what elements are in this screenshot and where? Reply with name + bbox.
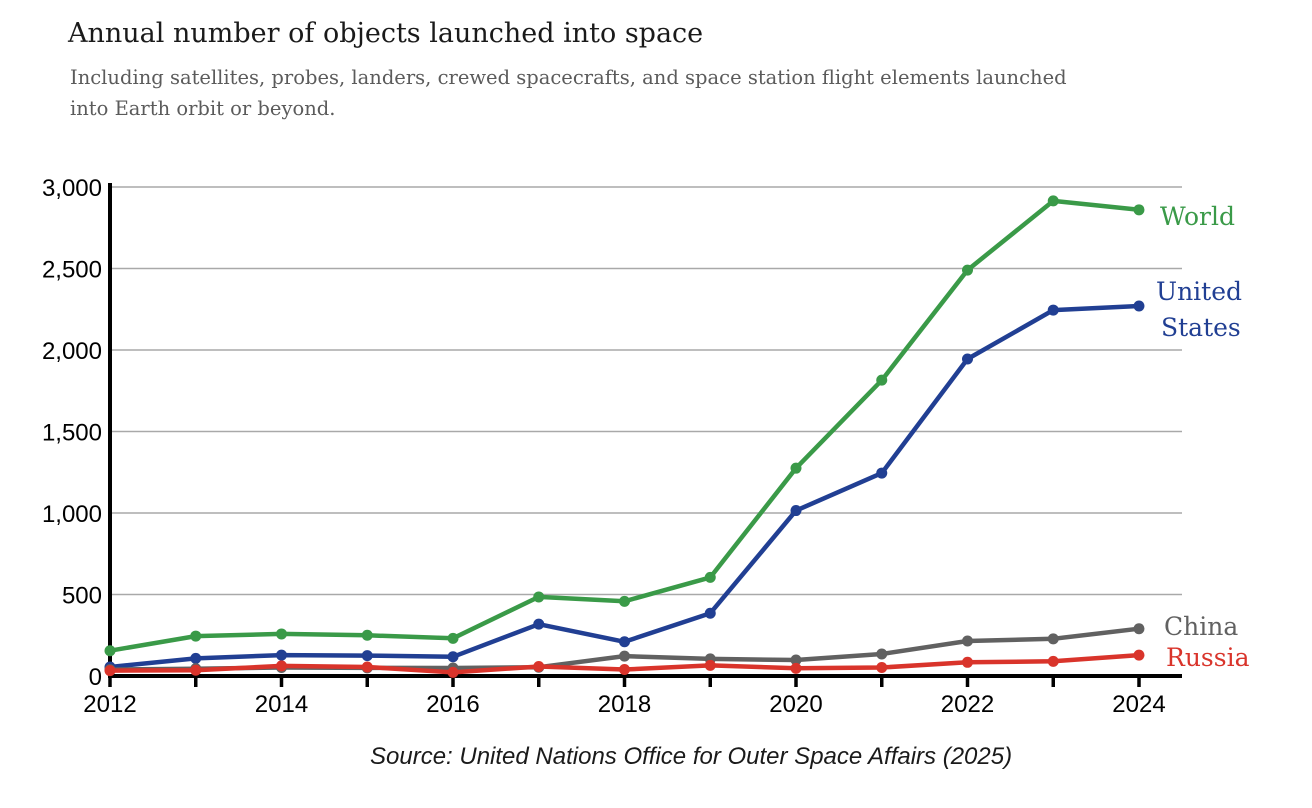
data-point-china-2020 xyxy=(790,654,802,666)
data-point-russia-2016 xyxy=(447,666,459,678)
y-tick-label-1000: 1,000 xyxy=(42,501,102,528)
data-point-china-2023 xyxy=(1047,633,1059,645)
data-point-world-2020 xyxy=(790,462,802,474)
x-tick-label-2022: 2022 xyxy=(941,691,994,718)
data-point-united-states-2017 xyxy=(533,618,545,630)
data-point-china-2022 xyxy=(962,635,973,647)
data-point-world-2015 xyxy=(361,629,373,641)
data-point-world-2017 xyxy=(533,591,545,603)
data-point-united-states-2015 xyxy=(361,650,373,662)
data-point-united-states-2020 xyxy=(790,505,802,517)
data-point-russia-2018 xyxy=(619,663,630,675)
x-tick-label-2020: 2020 xyxy=(769,691,822,718)
chart-subtitle: Including satellites, probes, landers, c… xyxy=(70,66,1067,120)
x-tick-label-2024: 2024 xyxy=(1112,691,1165,718)
chart-title: Annual number of objects launched into s… xyxy=(68,18,704,49)
tick-labels: 0 500 1,000 1,500 2,000 2,500 3,000 2012 2014 201… xyxy=(42,175,1166,718)
data-point-russia-2023 xyxy=(1047,655,1059,667)
data-point-russia-2012 xyxy=(104,665,116,677)
data-point-united-states-2019 xyxy=(704,607,716,619)
data-point-world-2019 xyxy=(704,571,716,583)
source-note: Source: United Nations Office for Outer … xyxy=(370,743,1013,770)
line-chart: 0 500 1,000 1,500 2,000 2,500 3,000 2012 2014 201… xyxy=(42,175,1250,718)
x-tick-label-2018: 2018 xyxy=(598,691,651,718)
data-point-russia-2019 xyxy=(704,659,716,671)
data-point-world-2022 xyxy=(962,264,973,276)
data-point-united-states-2013 xyxy=(190,652,202,664)
data-point-world-2016 xyxy=(447,632,459,644)
series-label-china: China xyxy=(1164,612,1238,641)
data-point-china-2024 xyxy=(1133,623,1145,635)
data-point-russia-2021 xyxy=(876,662,888,674)
data-point-china-2021 xyxy=(876,648,888,660)
y-tick-label-3000: 3,000 xyxy=(42,175,102,202)
y-tick-label-0: 0 xyxy=(89,664,102,691)
y-tick-label-2500: 2,500 xyxy=(42,257,102,284)
y-tick-label-1500: 1,500 xyxy=(42,420,102,447)
data-point-world-2012 xyxy=(104,645,116,657)
data-point-world-2021 xyxy=(876,374,888,386)
data-point-united-states-2016 xyxy=(447,651,459,663)
data-point-world-2024 xyxy=(1133,204,1145,216)
data-point-united-states-2014 xyxy=(276,649,287,661)
series-line-united-states xyxy=(107,303,1142,670)
data-point-russia-2024 xyxy=(1133,649,1145,661)
data-point-united-states-2023 xyxy=(1047,304,1059,316)
data-point-world-2023 xyxy=(1047,195,1059,207)
data-point-china-2018 xyxy=(619,650,630,662)
series-label-united-states: United xyxy=(1156,277,1242,306)
series-label-russia: Russia xyxy=(1166,643,1250,672)
data-point-russia-2013 xyxy=(190,664,202,676)
data-point-united-states-2021 xyxy=(876,467,888,479)
series-lines xyxy=(104,195,1145,678)
x-tick-label-2014: 2014 xyxy=(255,691,308,718)
data-point-world-2018 xyxy=(619,595,630,607)
data-point-russia-2022 xyxy=(962,656,973,668)
axes xyxy=(108,183,1182,687)
data-point-world-2014 xyxy=(276,628,287,640)
data-point-united-states-2024 xyxy=(1133,300,1145,312)
series-label-united-states: States xyxy=(1161,313,1241,342)
data-point-russia-2017 xyxy=(533,661,545,673)
data-point-russia-2020 xyxy=(790,662,802,674)
x-tick-label-2012: 2012 xyxy=(83,691,136,718)
data-point-russia-2015 xyxy=(361,661,373,673)
x-tick-label-2016: 2016 xyxy=(426,691,479,718)
data-point-united-states-2018 xyxy=(619,636,630,648)
data-point-united-states-2022 xyxy=(962,353,973,365)
y-tick-label-2000: 2,000 xyxy=(42,338,102,365)
data-point-russia-2014 xyxy=(276,660,287,672)
y-tick-label-500: 500 xyxy=(62,583,102,610)
series-label-world: World xyxy=(1160,202,1235,231)
grid-lines xyxy=(110,186,1182,596)
data-point-world-2013 xyxy=(190,630,202,642)
